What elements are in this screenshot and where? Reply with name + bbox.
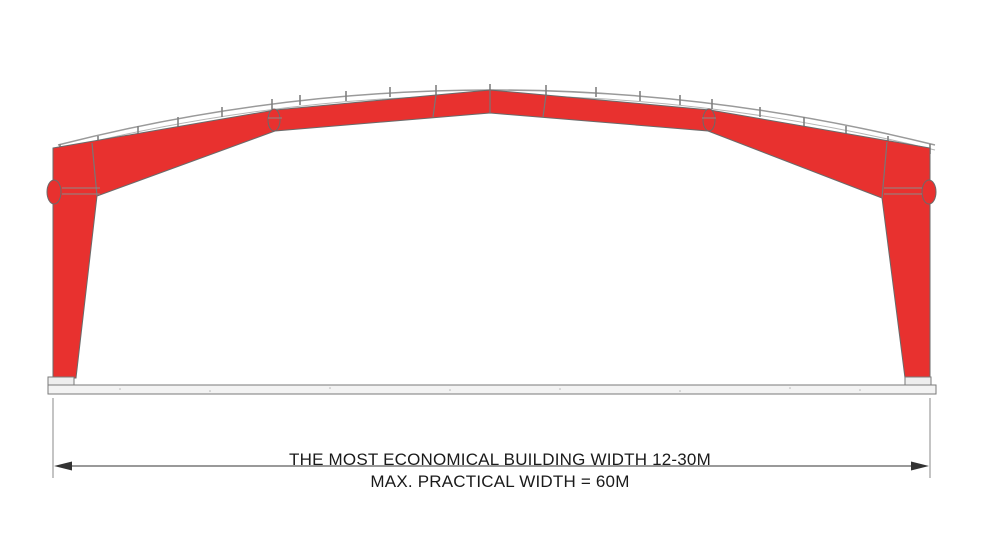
floor-hatch [119,387,861,392]
portal-frame [52,89,931,379]
connection-plates [46,108,937,205]
max-width-caption: MAX. PRACTICAL WIDTH = 60M [370,472,630,491]
dimension-arrow-right [911,461,929,471]
dimension-arrow-left [54,461,72,471]
floor-slab [47,384,937,395]
economical-width-caption: THE MOST ECONOMICAL BUILDING WIDTH 12-30… [289,450,711,469]
frame-splices [91,90,888,199]
bolt-marks [62,117,922,195]
